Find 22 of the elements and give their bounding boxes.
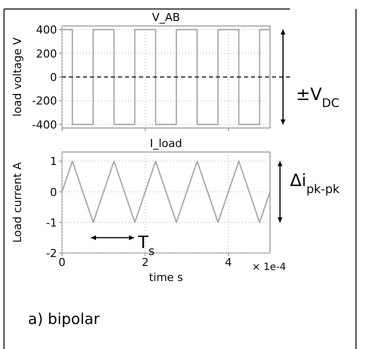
chart-title: I_load bbox=[150, 137, 182, 150]
y-tick-label: 0 bbox=[50, 71, 57, 84]
y-tick-label: 200 bbox=[36, 47, 57, 60]
x-tick-label: 2 bbox=[142, 256, 149, 269]
y-tick-label: -200 bbox=[32, 94, 57, 108]
y-axis-title: Load current A bbox=[11, 162, 24, 243]
x-tick-label: 0 bbox=[58, 256, 66, 269]
chart-title: V_AB bbox=[152, 11, 180, 24]
annotation: T$_{s}$ bbox=[137, 233, 155, 258]
text: × 1e-4 bbox=[252, 262, 286, 273]
y-axis-title: load voltage V bbox=[11, 36, 24, 117]
y-tick-label: -1 bbox=[46, 216, 57, 230]
y-tick-label: -400 bbox=[32, 118, 57, 132]
x-tick-label: 4 bbox=[224, 256, 232, 269]
y-tick-label: -2 bbox=[46, 247, 57, 260]
y-tick-label: 0 bbox=[50, 186, 57, 199]
y-tick-label: 1 bbox=[50, 155, 57, 168]
text: ±V$_{DC}$ bbox=[296, 85, 340, 110]
x-axis-title: time s bbox=[148, 271, 184, 284]
text: Δi$_{pk-pk}$ bbox=[290, 171, 340, 196]
y-tick-label: 400 bbox=[36, 24, 57, 37]
text: a) bipolar bbox=[28, 310, 101, 328]
